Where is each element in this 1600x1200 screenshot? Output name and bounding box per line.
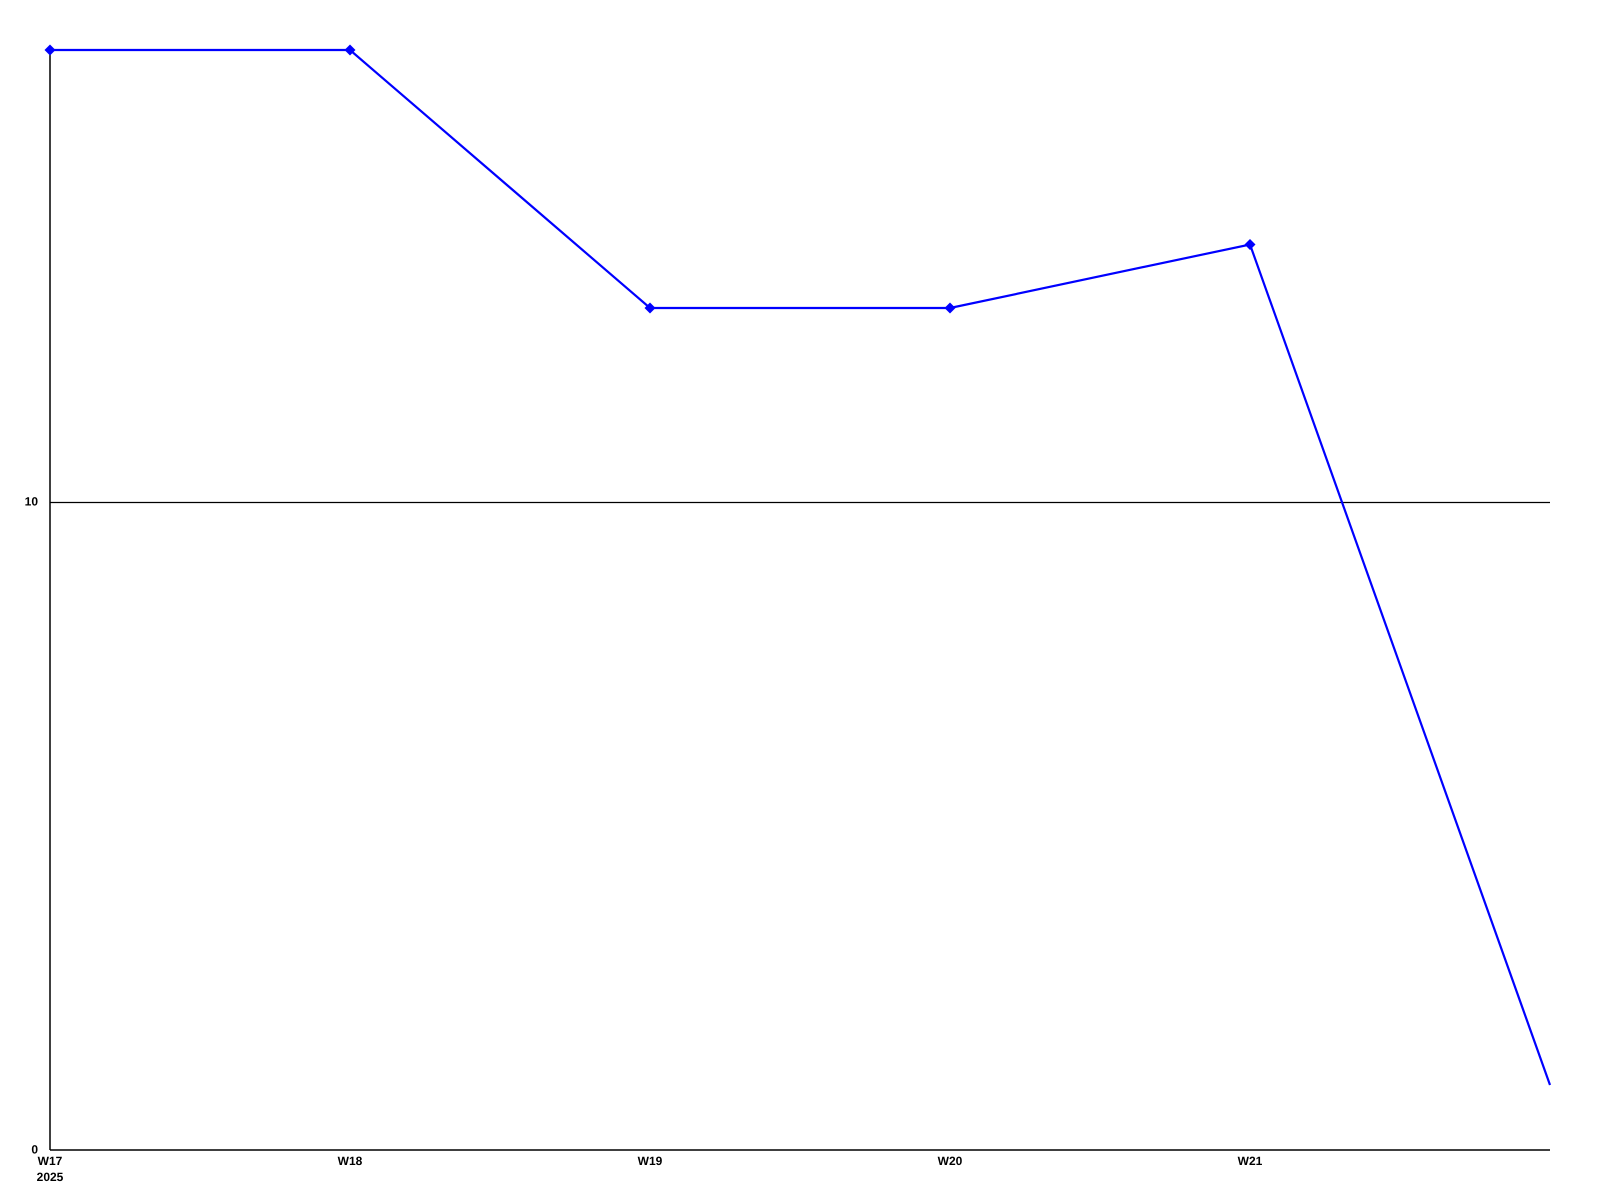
svg-text:W18: W18: [338, 1154, 363, 1168]
svg-text:W21: W21: [1238, 1154, 1263, 1168]
svg-text:10: 10: [25, 495, 39, 509]
svg-text:2025: 2025: [37, 1170, 64, 1184]
svg-text:W20: W20: [938, 1154, 963, 1168]
svg-text:W19: W19: [638, 1154, 663, 1168]
svg-text:W17: W17: [38, 1154, 63, 1168]
